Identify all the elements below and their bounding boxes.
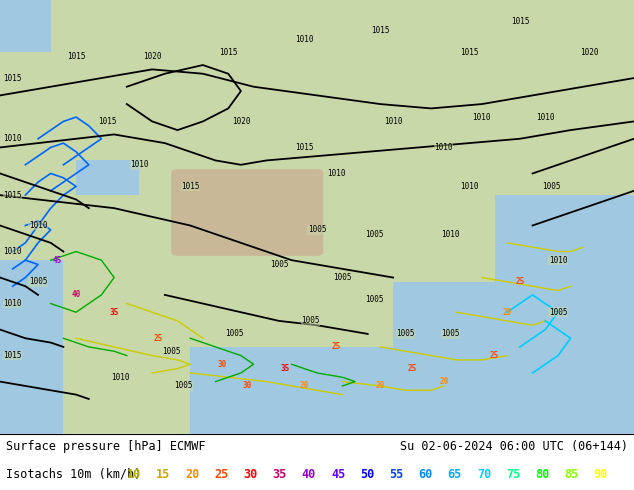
Text: 75: 75 [506, 468, 520, 481]
FancyBboxPatch shape [171, 169, 323, 256]
Text: 1010: 1010 [3, 134, 22, 143]
Bar [495, 195, 634, 434]
Text: 1015: 1015 [67, 52, 86, 61]
Text: 50: 50 [360, 468, 374, 481]
Text: 1005: 1005 [548, 308, 567, 317]
Text: Su 02-06-2024 06:00 UTC (06+144): Su 02-06-2024 06:00 UTC (06+144) [399, 440, 628, 453]
Text: 1015: 1015 [181, 182, 200, 191]
Text: 70: 70 [477, 468, 491, 481]
Text: 1015: 1015 [371, 26, 390, 35]
Text: 1015: 1015 [3, 74, 22, 82]
Text: 1005: 1005 [307, 225, 327, 234]
Text: 1005: 1005 [365, 294, 384, 304]
Text: 25: 25 [154, 334, 163, 343]
Text: 1010: 1010 [327, 169, 346, 178]
Text: 1005: 1005 [365, 230, 384, 239]
Text: 1005: 1005 [542, 182, 561, 191]
Text: 1005: 1005 [333, 273, 352, 282]
Text: 1005: 1005 [269, 260, 288, 269]
Text: 15: 15 [156, 468, 170, 481]
Text: 1010: 1010 [3, 299, 22, 308]
Text: 30: 30 [243, 468, 257, 481]
Text: 1015: 1015 [460, 48, 479, 56]
Text: 1020: 1020 [580, 48, 599, 56]
Text: 35: 35 [110, 308, 119, 317]
Text: 1005: 1005 [441, 329, 460, 339]
Text: 40: 40 [302, 468, 316, 481]
Text: 1015: 1015 [219, 48, 238, 56]
Bar [0, 260, 63, 434]
Text: 1010: 1010 [472, 113, 491, 122]
Text: 1010: 1010 [536, 113, 555, 122]
Text: 1005: 1005 [301, 317, 320, 325]
Text: 85: 85 [564, 468, 578, 481]
Text: 20: 20 [503, 308, 512, 317]
Text: 35: 35 [281, 364, 290, 373]
Text: 90: 90 [593, 468, 607, 481]
Text: 1010: 1010 [130, 160, 149, 169]
Text: 20: 20 [439, 377, 448, 386]
Text: 25: 25 [214, 468, 228, 481]
Bar [190, 347, 539, 434]
Text: 65: 65 [448, 468, 462, 481]
Bar [0, 0, 51, 52]
Text: 1015: 1015 [3, 191, 22, 199]
Text: 20: 20 [376, 381, 385, 391]
Text: 25: 25 [515, 277, 524, 286]
Text: 30: 30 [217, 360, 226, 369]
Text: 1010: 1010 [3, 247, 22, 256]
Text: 25: 25 [490, 351, 499, 360]
Text: 1020: 1020 [143, 52, 162, 61]
Text: 60: 60 [418, 468, 432, 481]
Text: 1020: 1020 [231, 117, 250, 126]
Text: 1010: 1010 [441, 230, 460, 239]
Text: 1010: 1010 [384, 117, 403, 126]
Text: 1010: 1010 [29, 221, 48, 230]
Text: 1010: 1010 [295, 34, 314, 44]
Text: 1005: 1005 [29, 277, 48, 286]
Text: 20: 20 [185, 468, 199, 481]
Text: 40: 40 [72, 291, 81, 299]
Text: 80: 80 [535, 468, 549, 481]
Text: 45: 45 [331, 468, 345, 481]
Text: 1015: 1015 [510, 17, 529, 26]
Text: 25: 25 [332, 343, 340, 351]
Text: 1010: 1010 [111, 373, 130, 382]
Text: 1015: 1015 [3, 351, 22, 360]
Text: 1015: 1015 [98, 117, 117, 126]
Text: 1005: 1005 [162, 347, 181, 356]
Text: 1015: 1015 [295, 143, 314, 152]
Bar [393, 282, 634, 434]
Text: 1010: 1010 [434, 143, 453, 152]
Text: Surface pressure [hPa] ECMWF: Surface pressure [hPa] ECMWF [6, 440, 206, 453]
Text: 1005: 1005 [174, 381, 193, 391]
Text: 20: 20 [300, 381, 309, 391]
Text: 45: 45 [53, 256, 61, 265]
Text: 55: 55 [389, 468, 403, 481]
Text: 10: 10 [127, 468, 141, 481]
Text: Isotachs 10m (km/h): Isotachs 10m (km/h) [6, 468, 156, 481]
Text: 1005: 1005 [396, 329, 415, 339]
Text: 35: 35 [273, 468, 287, 481]
Text: 25: 25 [408, 364, 417, 373]
Text: 1010: 1010 [548, 256, 567, 265]
Text: 1010: 1010 [460, 182, 479, 191]
Text: 1005: 1005 [225, 329, 244, 339]
Bar [76, 160, 139, 195]
Text: 30: 30 [243, 381, 252, 391]
